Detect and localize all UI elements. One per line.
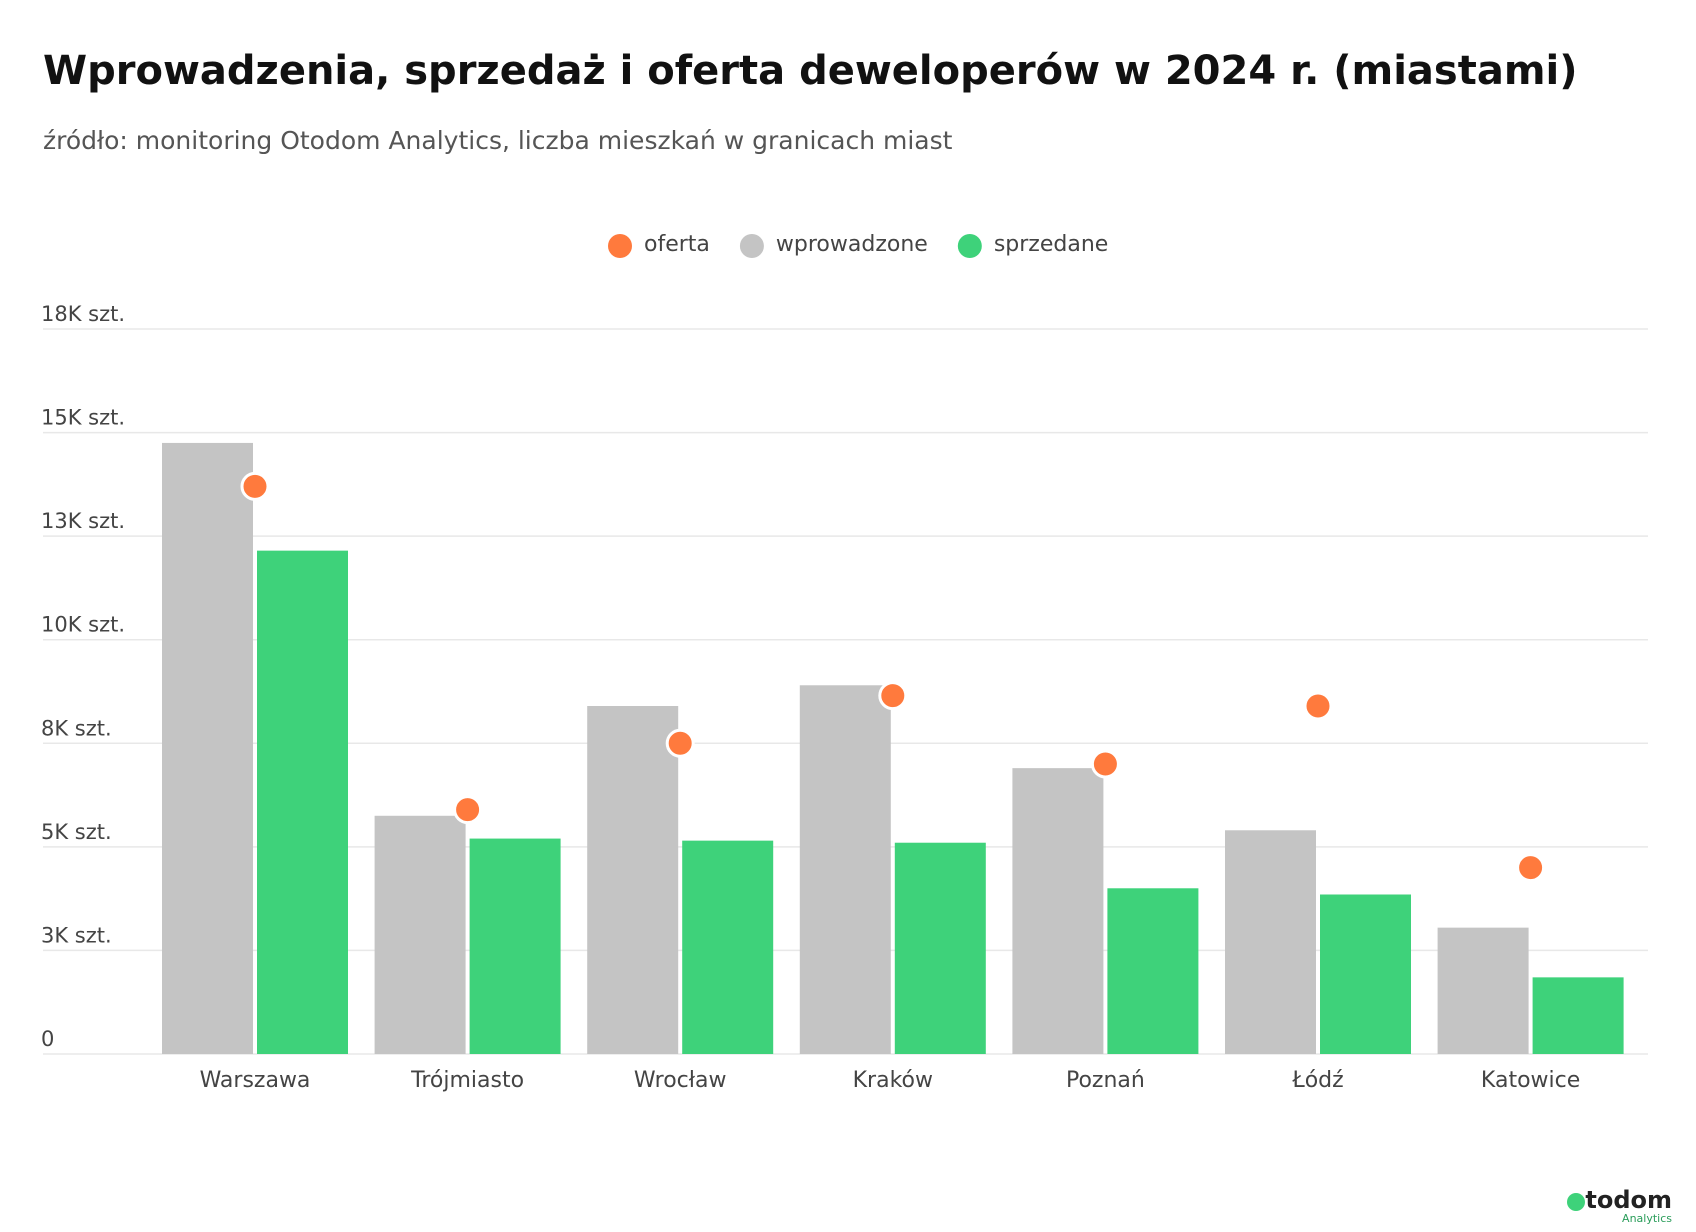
bar bbox=[1532, 977, 1624, 1054]
bar bbox=[682, 840, 774, 1054]
legend-label: wprowadzone bbox=[776, 232, 928, 257]
dot bbox=[1516, 853, 1546, 883]
y-tick-label: 0 bbox=[41, 1027, 54, 1051]
brand-icon bbox=[1567, 1193, 1585, 1211]
bar bbox=[799, 685, 891, 1054]
legend-marker bbox=[957, 234, 982, 258]
bar bbox=[894, 842, 986, 1054]
chart-subtitle: źródło: monitoring Otodom Analytics, lic… bbox=[43, 126, 953, 155]
legend-marker bbox=[739, 234, 764, 258]
y-tick-label: 10K szt. bbox=[41, 613, 125, 637]
x-tick-label: Wrocław bbox=[634, 1068, 727, 1093]
x-tick-label: Warszawa bbox=[200, 1068, 311, 1093]
x-tick-label: Poznań bbox=[1066, 1068, 1145, 1093]
bar bbox=[1107, 888, 1199, 1054]
legend-label: sprzedane bbox=[994, 232, 1108, 257]
bar bbox=[1437, 927, 1529, 1054]
bar bbox=[1225, 830, 1316, 1054]
bar bbox=[469, 838, 561, 1054]
y-tick-label: 18K szt. bbox=[41, 302, 125, 326]
bar bbox=[1012, 768, 1104, 1054]
x-tick-label: Trójmiasto bbox=[410, 1068, 524, 1093]
bar bbox=[1320, 894, 1411, 1054]
brand: otodom bbox=[1569, 1186, 1672, 1214]
brand-sub: Analytics bbox=[1622, 1212, 1672, 1225]
x-tick-label: Katowice bbox=[1481, 1068, 1580, 1093]
bar bbox=[587, 706, 679, 1054]
y-tick-label: 8K szt. bbox=[41, 716, 112, 740]
y-tick-label: 15K szt. bbox=[41, 406, 125, 430]
legend-label: oferta bbox=[644, 232, 710, 257]
y-tick-label: 5K szt. bbox=[41, 820, 112, 844]
bar bbox=[257, 550, 348, 1054]
bar bbox=[162, 442, 253, 1054]
dot bbox=[453, 795, 483, 825]
dot bbox=[240, 471, 270, 501]
bar bbox=[374, 815, 466, 1054]
dot bbox=[1090, 749, 1120, 779]
legend-marker bbox=[608, 234, 632, 258]
y-tick-label: 3K szt. bbox=[41, 923, 112, 947]
dot bbox=[665, 728, 695, 758]
dot bbox=[1303, 691, 1333, 721]
dot bbox=[878, 681, 908, 711]
x-tick-label: Kraków bbox=[853, 1068, 933, 1093]
x-tick-label: Łódź bbox=[1291, 1068, 1343, 1093]
y-tick-label: 13K szt. bbox=[41, 509, 125, 533]
chart-title: Wprowadzenia, sprzedaż i oferta dewelope… bbox=[43, 48, 1578, 94]
